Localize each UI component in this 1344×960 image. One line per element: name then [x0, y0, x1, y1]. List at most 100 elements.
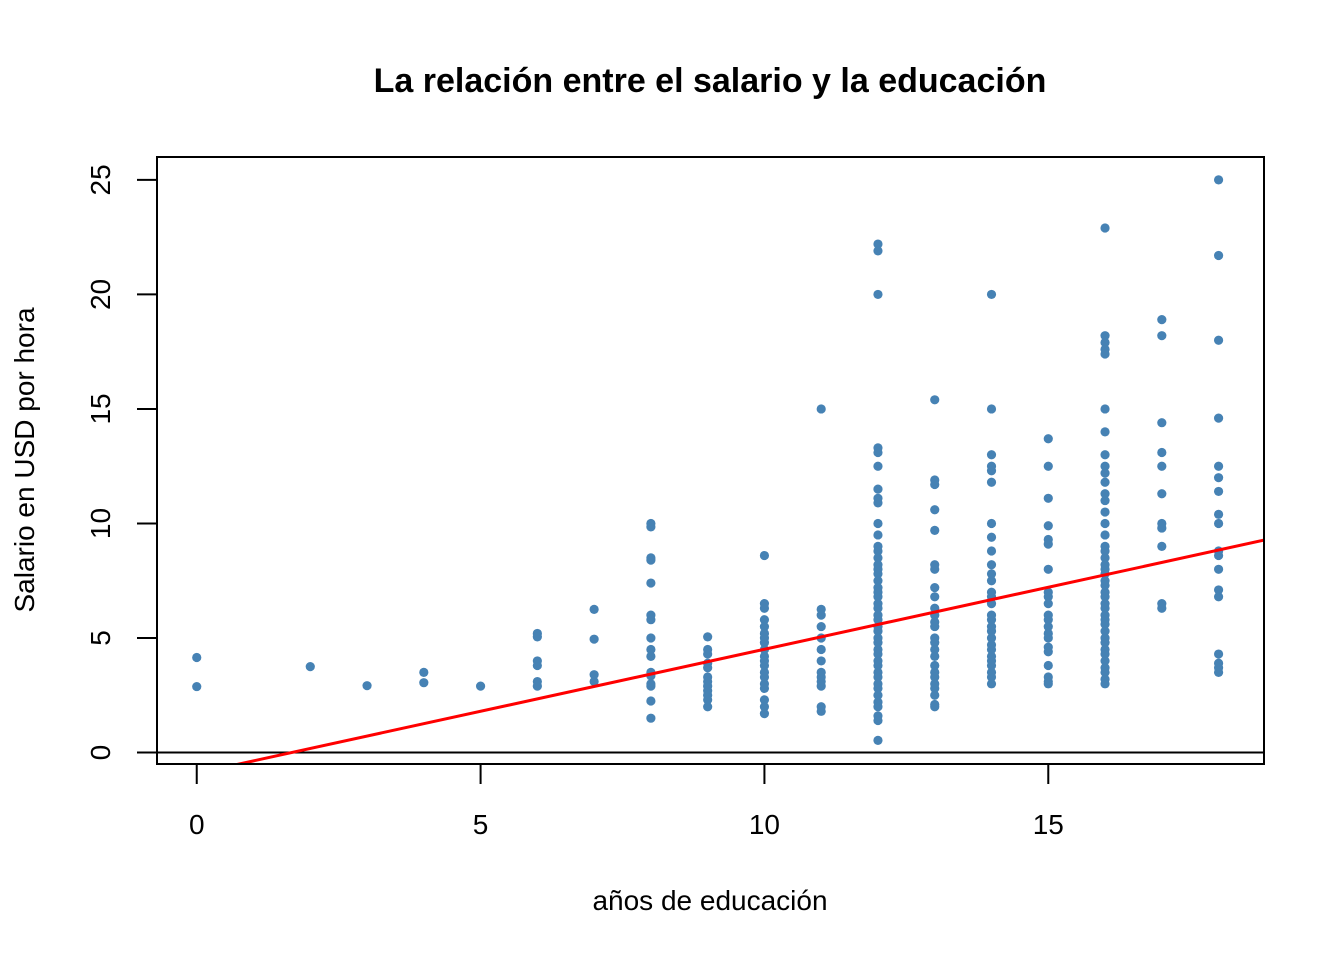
- data-point: [873, 553, 883, 563]
- data-point: [1043, 615, 1053, 625]
- data-point: [986, 644, 997, 655]
- data-point: [1100, 626, 1110, 636]
- data-point: [1157, 523, 1167, 533]
- data-point: [1100, 656, 1110, 666]
- data-point: [1100, 337, 1110, 348]
- data-point: [1157, 331, 1167, 341]
- data-point: [1043, 621, 1053, 632]
- data-point: [1157, 315, 1167, 325]
- data-point: [646, 651, 656, 661]
- data-point: [646, 615, 656, 625]
- data-point: [986, 560, 997, 570]
- y-tick-label: 15: [85, 393, 116, 424]
- data-point: [1213, 175, 1224, 185]
- data-point: [930, 660, 940, 671]
- data-point: [1043, 434, 1053, 444]
- data-point: [930, 702, 940, 712]
- data-point: [532, 660, 542, 671]
- data-point: [986, 569, 997, 579]
- data-point: [589, 676, 599, 687]
- data-point: [532, 681, 542, 691]
- data-point: [362, 681, 372, 691]
- data-point: [986, 615, 997, 625]
- data-point: [986, 576, 997, 586]
- data-point: [873, 569, 883, 579]
- x-tick-label: 0: [189, 809, 205, 840]
- data-point: [759, 709, 770, 719]
- x-tick-label: 5: [473, 809, 489, 840]
- data-point: [646, 578, 656, 588]
- data-point: [1100, 477, 1110, 487]
- data-point: [1100, 649, 1110, 659]
- data-point: [930, 638, 940, 648]
- data-point: [759, 603, 770, 613]
- data-point: [930, 644, 940, 655]
- data-point: [930, 672, 940, 682]
- data-point: [1100, 619, 1110, 629]
- data-point: [646, 555, 656, 565]
- data-point: [873, 603, 883, 613]
- data-point: [873, 461, 883, 471]
- data-point: [816, 644, 826, 655]
- data-point: [1213, 518, 1224, 529]
- data-point: [1213, 649, 1224, 659]
- x-axis-label: años de educación: [592, 885, 827, 916]
- data-point: [930, 592, 940, 602]
- data-point: [1213, 486, 1224, 497]
- data-point: [759, 615, 770, 625]
- data-point: [475, 681, 486, 691]
- data-point: [986, 660, 997, 671]
- data-point: [1213, 564, 1224, 574]
- data-point: [930, 621, 940, 632]
- data-point: [816, 610, 826, 620]
- data-point: [1157, 541, 1167, 551]
- data-point: [873, 518, 883, 529]
- data-point: [1157, 461, 1167, 471]
- data-point: [1100, 461, 1110, 471]
- data-point: [1157, 489, 1167, 499]
- data-point: [759, 695, 770, 705]
- data-point: [1100, 603, 1110, 613]
- data-point: [1043, 599, 1053, 609]
- data-point: [873, 530, 883, 540]
- data-point: [419, 678, 429, 688]
- data-point: [873, 246, 883, 256]
- data-point: [873, 638, 883, 648]
- data-point: [646, 713, 656, 723]
- chart-title: La relación entre el salario y la educac…: [374, 62, 1047, 100]
- data-point: [703, 649, 713, 659]
- data-point: [930, 564, 940, 574]
- data-point: [930, 683, 940, 694]
- data-point: [816, 706, 826, 716]
- data-point: [816, 621, 826, 632]
- data-point: [986, 633, 997, 643]
- regression-line: [232, 538, 1264, 764]
- data-point: [986, 477, 997, 487]
- data-point: [1043, 461, 1053, 471]
- data-point: [986, 289, 997, 300]
- y-tick-label: 10: [85, 508, 116, 539]
- data-point: [646, 681, 656, 691]
- data-point: [873, 672, 883, 682]
- data-point: [986, 450, 997, 460]
- data-point: [1213, 592, 1224, 602]
- data-point: [1043, 539, 1053, 549]
- data-point: [1100, 592, 1110, 602]
- plot-area: [157, 175, 1264, 764]
- data-point: [589, 604, 599, 614]
- data-point: [816, 404, 826, 414]
- data-point: [1043, 564, 1053, 574]
- data-point: [1100, 450, 1110, 460]
- data-point: [930, 525, 940, 535]
- data-point: [1100, 667, 1110, 677]
- data-point: [1100, 638, 1110, 648]
- data-point: [1100, 468, 1110, 478]
- data-point: [1157, 447, 1167, 458]
- y-tick-label: 0: [85, 745, 116, 761]
- data-point: [1100, 427, 1110, 437]
- data-point: [1213, 509, 1224, 519]
- data-point: [873, 626, 883, 636]
- data-point: [759, 638, 770, 648]
- data-point: [1100, 546, 1110, 556]
- data-point: [986, 679, 997, 689]
